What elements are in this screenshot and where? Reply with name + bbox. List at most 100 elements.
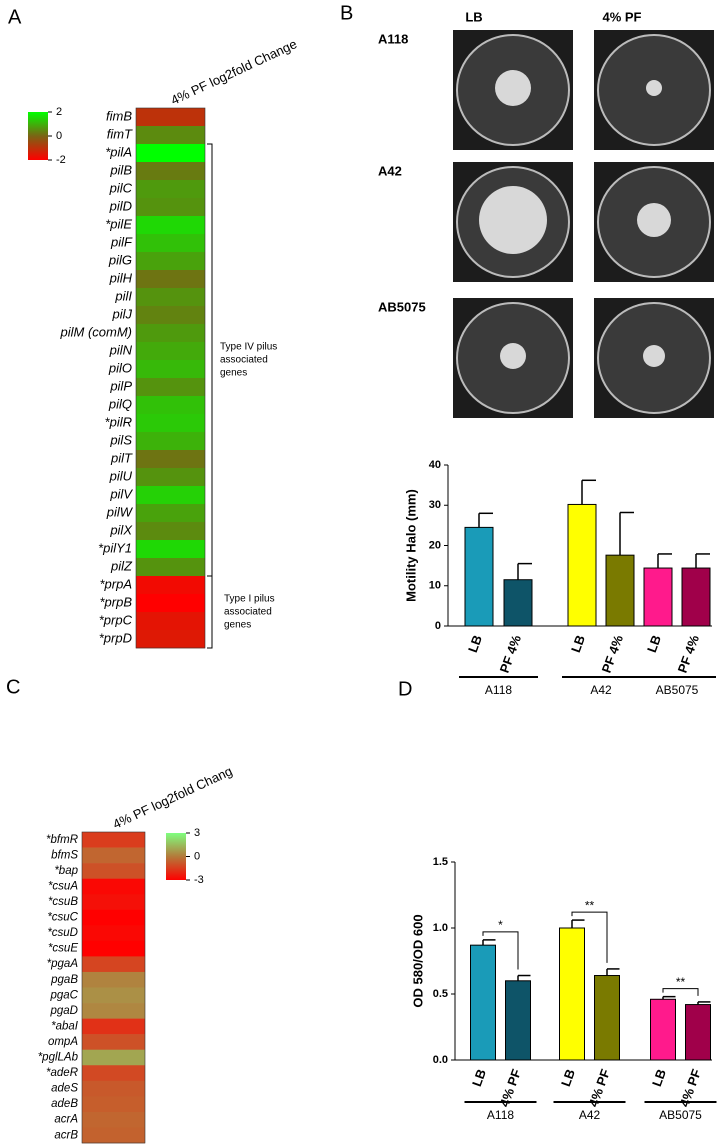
- heatmap-cell: [82, 832, 145, 848]
- bar: [505, 980, 531, 1061]
- panel-letter: B: [340, 2, 353, 24]
- column-label: 4% PF log2fold Chang: [110, 763, 234, 832]
- heatmap-cell: [82, 1018, 145, 1035]
- significance-bracket: [571, 911, 608, 963]
- heatmap-cell: [82, 1096, 145, 1113]
- row-label: pgaB: [50, 974, 78, 986]
- heatmap-cell: [136, 576, 205, 595]
- heatmap-cell: [136, 180, 205, 199]
- heatmap-cell: [136, 432, 205, 451]
- row-label: pilJ: [111, 306, 132, 321]
- x-tick-label: LB: [649, 1067, 669, 1088]
- x-tick-label: PF 4%: [497, 633, 525, 675]
- heatmap-cell: [82, 1003, 145, 1019]
- row-label: *pilE: [105, 216, 132, 231]
- y-tick-label: 0.0: [433, 1054, 448, 1066]
- row-label: *pilR: [105, 414, 132, 429]
- heatmap-cell: [136, 144, 205, 163]
- significance-label: *: [498, 918, 503, 932]
- y-axis-label: Motility Halo (mm): [403, 489, 418, 602]
- row-label: pilQ: [108, 396, 132, 411]
- row-label: adeB: [51, 1098, 78, 1110]
- row-label: pilT: [110, 450, 133, 465]
- colorbar-label: 2: [56, 106, 62, 118]
- heatmap-cell: [136, 108, 205, 127]
- x-tick-label: LB: [465, 633, 485, 654]
- x-tick-label: LB: [558, 1067, 578, 1088]
- row-label: pilU: [109, 468, 133, 483]
- group-label: A118: [487, 1108, 514, 1122]
- row-label: ompA: [48, 1036, 78, 1048]
- colorbar: [166, 833, 186, 880]
- x-tick-label: LB: [469, 1067, 489, 1088]
- row-label: pilZ: [110, 558, 133, 573]
- row-label: *bap: [54, 865, 78, 877]
- photo-row-label: A42: [378, 163, 402, 178]
- heatmap-cell: [82, 878, 145, 895]
- row-label: *pilA: [105, 144, 132, 159]
- photo-row-label: A118: [378, 31, 408, 46]
- heatmap-cell: [136, 252, 205, 271]
- colony: [643, 345, 665, 367]
- group-label: AB5075: [656, 683, 699, 697]
- row-label: *abaI: [51, 1020, 79, 1032]
- heatmap-cell: [136, 324, 205, 343]
- heatmap-cell: [136, 396, 205, 415]
- row-label: *prpC: [99, 612, 133, 627]
- heatmap-cell: [136, 288, 205, 307]
- y-tick-label: 0.5: [433, 988, 448, 1000]
- row-label: pilV: [109, 486, 133, 501]
- colony: [479, 186, 547, 254]
- row-label: *csuA: [48, 880, 78, 892]
- row-label: pilP: [109, 378, 132, 393]
- heatmap-cell: [136, 504, 205, 523]
- heatmap-cell: [136, 270, 205, 289]
- bracket: [207, 143, 213, 577]
- heatmap-cell: [136, 486, 205, 505]
- bracket-label: Type IV pilus: [220, 342, 277, 353]
- heatmap-cell: [136, 540, 205, 559]
- heatmap-cell: [136, 126, 205, 145]
- row-label: pilM (comM): [60, 324, 133, 339]
- colorbar-label: 0: [56, 130, 62, 142]
- heatmap-cell: [136, 378, 205, 397]
- heatmap-cell: [136, 342, 205, 361]
- x-tick-label: LB: [644, 633, 664, 654]
- heatmap-cell: [82, 956, 145, 973]
- heatmap-cell: [136, 594, 205, 613]
- bar: [681, 567, 711, 627]
- heatmap-cell: [136, 306, 205, 325]
- bar: [643, 567, 673, 627]
- heatmap-cell: [136, 234, 205, 253]
- bar: [470, 944, 496, 1061]
- y-tick-label: 30: [429, 499, 441, 511]
- bar: [464, 526, 494, 627]
- row-label: *adeR: [46, 1067, 78, 1079]
- heatmap-frame: [135, 107, 206, 649]
- group-label: A42: [579, 1108, 601, 1122]
- row-label: pilS: [109, 432, 132, 447]
- bracket-label: genes: [220, 368, 247, 379]
- heatmap-frame: [81, 831, 146, 1144]
- x-tick-label: PF 4%: [599, 633, 627, 675]
- bar: [559, 927, 585, 1061]
- bar: [567, 503, 597, 627]
- heatmap-cell: [136, 450, 205, 469]
- y-tick-label: 1.5: [433, 856, 448, 868]
- y-tick-label: 40: [429, 459, 441, 471]
- row-label: *csuB: [48, 896, 78, 908]
- panel-letter: C: [6, 676, 20, 698]
- heatmap-cell: [136, 522, 205, 541]
- heatmap-cell: [82, 863, 145, 879]
- heatmap-cell: [136, 558, 205, 577]
- row-label: pilX: [109, 522, 133, 537]
- group-label: AB5075: [659, 1108, 702, 1122]
- row-label: *pglLAb: [38, 1052, 79, 1064]
- heatmap-cell: [82, 925, 145, 942]
- group-label: A118: [485, 683, 512, 697]
- row-label: *prpA: [99, 576, 132, 591]
- heatmap-cell: [136, 468, 205, 487]
- bracket-label: associated: [224, 607, 272, 618]
- heatmap-cell: [82, 1065, 145, 1082]
